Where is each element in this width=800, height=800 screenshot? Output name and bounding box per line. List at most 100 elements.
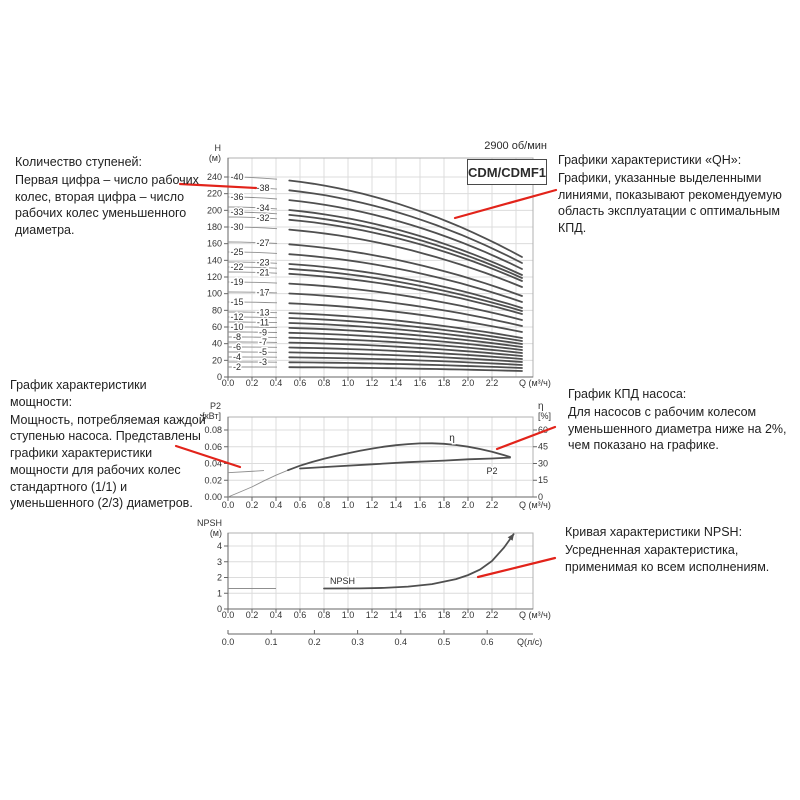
qh-curve-2 bbox=[288, 366, 523, 372]
x-tick-label: 0.6 bbox=[294, 378, 307, 388]
qh-curve-40 bbox=[288, 179, 523, 258]
pointer-qh bbox=[453, 188, 558, 220]
npsh-tick-label: 4 bbox=[217, 541, 222, 551]
qh-curve-13 bbox=[288, 312, 523, 339]
curve-label-4: -4 bbox=[233, 352, 241, 362]
qh-curve-12 bbox=[288, 317, 523, 342]
curve-label-36: -36 bbox=[230, 192, 243, 202]
qh-curve-11-thin bbox=[228, 321, 278, 324]
qh-curve-21 bbox=[288, 272, 523, 315]
x-tick-label: 1.4 bbox=[390, 610, 403, 620]
y-axis-unit: (м) bbox=[209, 153, 221, 163]
curve-label-21: -21 bbox=[256, 268, 269, 278]
x-tick-label: 1.6 bbox=[414, 378, 427, 388]
qh-curve-15-thin bbox=[227, 301, 278, 304]
p2-curve bbox=[299, 456, 511, 470]
x-tick-label: 1.0 bbox=[342, 500, 355, 510]
qh-curve-25 bbox=[288, 253, 523, 303]
x-tick-label: 0.4 bbox=[270, 378, 283, 388]
qh-curve-36-thin bbox=[227, 196, 278, 200]
note-npsh-curve: Кривая характеристики NPSH: Усредненная … bbox=[565, 524, 800, 575]
eta-curve bbox=[287, 442, 511, 472]
y-axis-label: H bbox=[215, 143, 222, 153]
x-tick-label: 0.0 bbox=[222, 500, 235, 510]
qh-curve-25-thin bbox=[227, 251, 278, 254]
qh-curve-4 bbox=[288, 356, 523, 366]
x-axis-unit-label: Q (м³/ч) bbox=[519, 500, 551, 510]
y-tick-label: 20 bbox=[212, 355, 222, 365]
npsh-curve-label: NPSH bbox=[330, 576, 355, 586]
x-tick-label: 0.8 bbox=[318, 378, 331, 388]
qh-curve-33 bbox=[288, 214, 523, 279]
qh-curve-15 bbox=[288, 302, 523, 333]
curve-label-5: -5 bbox=[259, 347, 267, 357]
qh-curve-30-thin bbox=[227, 226, 278, 230]
npsh-axis-unit: (м) bbox=[210, 528, 222, 538]
x-tick-label: 2.0 bbox=[462, 378, 475, 388]
eta-curve-thin bbox=[227, 469, 289, 498]
curve-label-17: -17 bbox=[256, 287, 269, 297]
note-stage-count-body: Первая цифра – число рабочих колес, втор… bbox=[15, 172, 199, 237]
eta-tick-label: 15 bbox=[538, 475, 548, 485]
secondary-tick-label: 0.4 bbox=[395, 637, 408, 647]
qh-curve-3 bbox=[288, 361, 523, 369]
curve-label-9: -9 bbox=[259, 327, 267, 337]
p2-tick-label: 0.08 bbox=[204, 425, 222, 435]
note-power-curve: График характеристики мощности: Мощность… bbox=[10, 377, 206, 512]
qh-curve-30 bbox=[288, 228, 523, 288]
qh-curve-19-thin bbox=[227, 281, 278, 284]
qh-curve-22-thin bbox=[227, 266, 278, 269]
x-tick-label: 0.6 bbox=[294, 500, 307, 510]
qh-curve-34-thin bbox=[227, 206, 278, 210]
note-efficiency-curve-body: Для насосов с рабочим колесом уменьшенно… bbox=[568, 404, 787, 453]
x-tick-label: 1.0 bbox=[342, 378, 355, 388]
x-tick-label: 1.8 bbox=[438, 378, 451, 388]
curve-label-7: -7 bbox=[259, 337, 267, 347]
curve-label-23: -23 bbox=[256, 258, 269, 268]
qh-curve-38 bbox=[288, 189, 523, 264]
qh-curve-32-thin bbox=[227, 216, 278, 220]
curve-label-38: -38 bbox=[256, 183, 269, 193]
qh-curve-27 bbox=[288, 243, 523, 297]
qh-curve-34 bbox=[288, 209, 523, 276]
curve-label-30: -30 bbox=[230, 222, 243, 232]
p2-curve-label: P2 bbox=[486, 466, 497, 476]
x-tick-label: 1.6 bbox=[414, 500, 427, 510]
y-tick-label: 140 bbox=[207, 255, 222, 265]
x-tick-label: 0.2 bbox=[246, 500, 259, 510]
curve-label-10: -10 bbox=[230, 322, 243, 332]
qh-curve-12-thin bbox=[228, 316, 278, 319]
secondary-tick-label: 0.5 bbox=[438, 637, 451, 647]
x-tick-label: 1.6 bbox=[414, 610, 427, 620]
eta-tick-label: 30 bbox=[538, 458, 548, 468]
npsh-tick-label: 3 bbox=[217, 557, 222, 567]
x-axis-unit-label: Q (м³/ч) bbox=[519, 378, 551, 388]
curve-label-27: -27 bbox=[256, 238, 269, 248]
x-tick-label: 1.4 bbox=[390, 500, 403, 510]
qh-curve-8 bbox=[288, 336, 523, 354]
curve-label-8: -8 bbox=[233, 332, 241, 342]
pointer-stages bbox=[178, 182, 258, 190]
y-tick-label: 120 bbox=[207, 272, 222, 282]
note-npsh-curve-title: Кривая характеристики NPSH: bbox=[565, 525, 743, 539]
qh-curve-27-thin bbox=[227, 241, 278, 244]
x-tick-label: 0.8 bbox=[318, 500, 331, 510]
note-efficiency-curve: График КПД насоса: Для насосов с рабочим… bbox=[568, 386, 800, 454]
y-tick-label: 0 bbox=[217, 372, 222, 382]
x-tick-label: 2.2 bbox=[486, 378, 499, 388]
eta-tick-label: 45 bbox=[538, 442, 548, 452]
x-tick-label: 0.4 bbox=[270, 500, 283, 510]
curve-label-3: -3 bbox=[259, 357, 267, 367]
note-stage-count-title: Количество ступеней: bbox=[15, 155, 142, 169]
qh-curve-23-thin bbox=[227, 261, 278, 264]
x-tick-label: 1.2 bbox=[366, 500, 379, 510]
curve-label-25: -25 bbox=[230, 247, 243, 257]
npsh-axis-label: NPSH bbox=[197, 518, 222, 528]
qh-curve-36 bbox=[288, 199, 523, 270]
p2-tick-label: 0.06 bbox=[204, 442, 222, 452]
secondary-flow-axis: 0.0 0.1 0.2 0.3 0.4 0.5 0.6 Q(л/с) bbox=[222, 630, 542, 647]
x-tick-label: 0.4 bbox=[270, 610, 283, 620]
curve-label-15: -15 bbox=[230, 297, 243, 307]
curve-label-22: -22 bbox=[230, 262, 243, 272]
